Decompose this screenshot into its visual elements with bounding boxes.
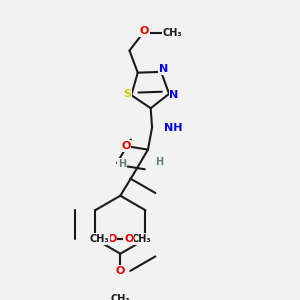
Text: N: N [159, 64, 169, 74]
Text: N: N [169, 90, 179, 100]
Text: S: S [123, 89, 131, 99]
Text: CH₃: CH₃ [131, 234, 151, 244]
Text: O: O [116, 266, 125, 276]
Text: O: O [121, 141, 130, 151]
Text: O: O [140, 26, 149, 36]
Text: O: O [124, 234, 134, 244]
Text: O: O [107, 234, 116, 244]
Text: CH₃: CH₃ [110, 294, 130, 300]
Text: CH₃: CH₃ [89, 234, 109, 244]
Text: CH₃: CH₃ [163, 28, 182, 38]
Text: H: H [155, 157, 163, 167]
Text: NH: NH [164, 122, 182, 133]
Text: H: H [118, 159, 126, 169]
